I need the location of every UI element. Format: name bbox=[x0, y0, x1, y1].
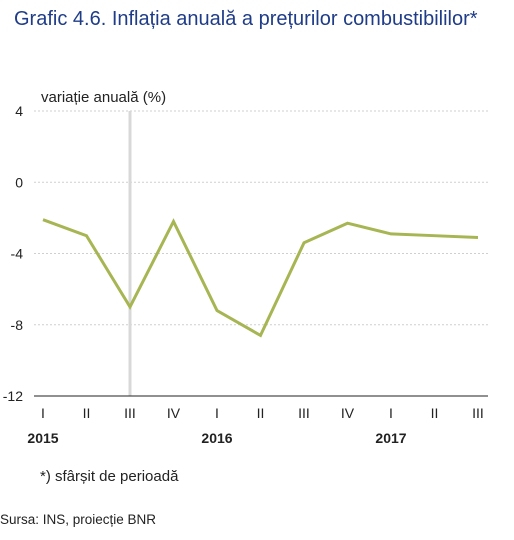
footnote: *) sfârșit de perioadă bbox=[40, 468, 179, 485]
y-tick-label: -4 bbox=[11, 246, 24, 262]
chart-title: Grafic 4.6. Inflația anuală a prețurilor… bbox=[14, 8, 478, 30]
x-tick-label: I bbox=[41, 405, 45, 421]
source-note: Sursa: INS, proiecție BNR bbox=[0, 512, 157, 527]
x-tick-label: I bbox=[389, 405, 393, 421]
x-tick-label: III bbox=[124, 405, 136, 421]
x-tick-label: III bbox=[472, 405, 484, 421]
x-tick-label: I bbox=[215, 405, 219, 421]
year-label: 2017 bbox=[375, 430, 406, 446]
y-tick-label: -12 bbox=[3, 388, 23, 404]
y-tick-label: -8 bbox=[11, 317, 24, 333]
year-label: 2015 bbox=[27, 430, 58, 446]
x-tick-label: II bbox=[257, 405, 265, 421]
x-tick-label: III bbox=[298, 405, 310, 421]
y-tick-label: 4 bbox=[15, 103, 23, 119]
series-line bbox=[42, 218, 479, 338]
x-tick-label: IV bbox=[167, 405, 181, 421]
x-tick-label: IV bbox=[341, 405, 355, 421]
x-tick-label: II bbox=[83, 405, 91, 421]
y-axis-label: variație anuală (%) bbox=[41, 89, 167, 106]
year-label: 2016 bbox=[201, 430, 232, 446]
y-tick-label: 0 bbox=[15, 174, 23, 190]
x-tick-label: II bbox=[431, 405, 439, 421]
